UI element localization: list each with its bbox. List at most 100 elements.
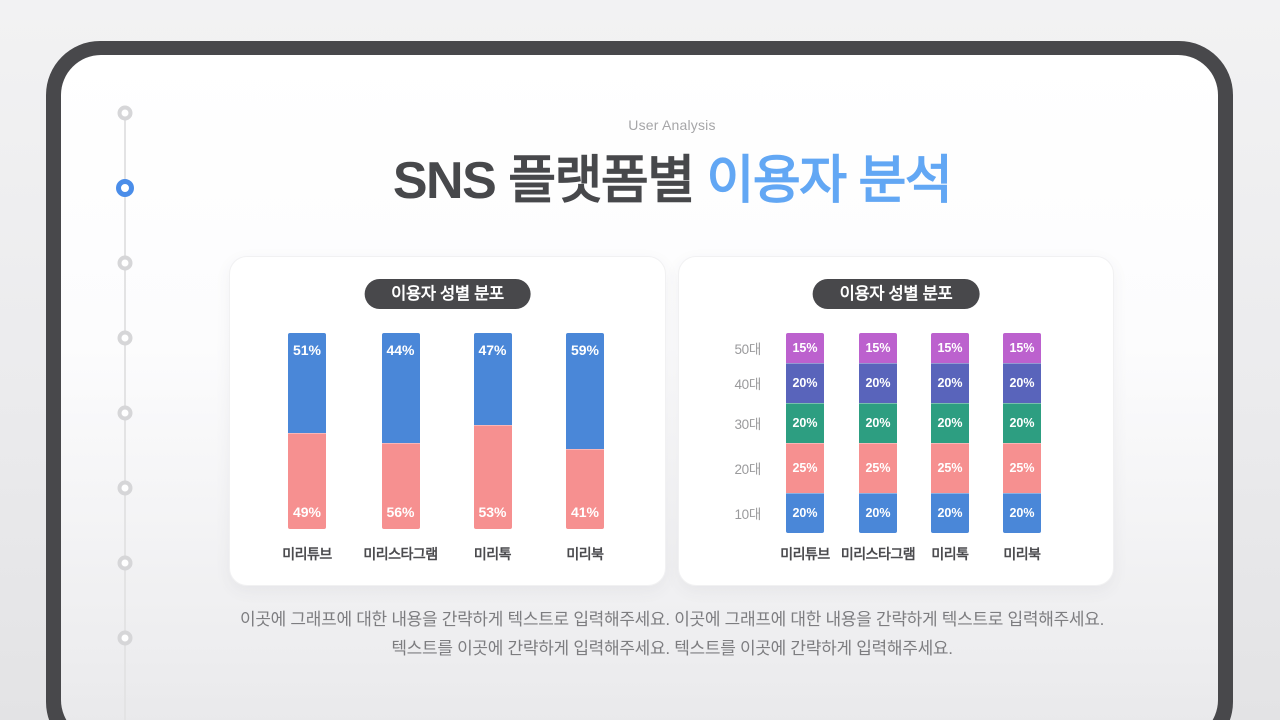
timeline-dot-3[interactable]: [117, 255, 133, 271]
timeline-dot-5[interactable]: [117, 405, 133, 421]
segment-value-label: 20%: [865, 416, 891, 430]
age-bar-4: 15% 20% 20% 25% 20%: [1003, 333, 1041, 533]
gender-chart-title-pill: 이용자 성별 분포: [364, 279, 531, 309]
description-line-1: 이곳에 그래프에 대한 내용을 간략하게 텍스트로 입력해주세요. 이곳에 그래…: [239, 610, 1105, 629]
segment-value-label: 15%: [1009, 341, 1035, 355]
bar-segment-30대: 20%: [786, 403, 824, 443]
category-label: 미리북: [1003, 546, 1041, 562]
bar-segment-40대: 20%: [859, 363, 897, 403]
title-accent-part: 이용자 분석: [706, 152, 953, 210]
timeline-dot-2[interactable]: [116, 179, 134, 197]
segment-value-label: 41%: [570, 504, 600, 520]
segment-value-label: 20%: [792, 376, 818, 390]
category-label: 미리스타그램: [363, 546, 438, 562]
segment-value-label: 25%: [937, 461, 963, 475]
bar-segment-50대: 15%: [786, 333, 824, 363]
title-dark-part: SNS 플랫폼별: [392, 152, 707, 210]
segment-value-label: 20%: [865, 376, 891, 390]
bar-segment-pink: 53%: [473, 425, 512, 529]
segment-value-label: 15%: [792, 341, 818, 355]
bar-segment-40대: 20%: [1003, 363, 1041, 403]
bar-segment-40대: 20%: [786, 363, 824, 403]
bar-segment-pink: 49%: [288, 432, 326, 529]
age-bar-1: 15% 20% 20% 25% 20%: [786, 333, 824, 533]
bar-segment-30대: 20%: [859, 403, 897, 443]
segment-value-label: 15%: [937, 341, 963, 355]
segment-value-label: 15%: [865, 341, 891, 355]
bar-segment-10대: 20%: [931, 493, 969, 533]
bar-segment-20대: 25%: [786, 443, 824, 493]
category-label: 미리스타그램: [840, 546, 916, 562]
segment-value-label: 59%: [570, 342, 600, 358]
timeline-dot-4[interactable]: [117, 330, 133, 346]
age-chart-title-pill: 이용자 성별 분포: [812, 279, 980, 309]
category-label: 미리튜브: [282, 546, 332, 562]
timeline-dot-8[interactable]: [117, 630, 133, 646]
age-chart-card: 이용자 성별 분포 15% 20% 20% 25% 20% 미리튜브 15% 20% 20% 25…: [678, 256, 1114, 586]
segment-value-label: 20%: [1009, 376, 1035, 390]
bar-segment-pink: 41%: [566, 448, 604, 529]
age-row-label: 40대: [734, 377, 761, 392]
age-bar-3: 15% 20% 20% 25% 20%: [931, 333, 969, 533]
bar-segment-20대: 25%: [1003, 443, 1041, 493]
gender-bar-3: 47% 53%: [473, 333, 512, 529]
segment-value-label: 20%: [865, 506, 891, 520]
timeline-dot-1[interactable]: [117, 105, 133, 121]
segment-value-label: 51%: [292, 342, 322, 358]
segment-value-label: 56%: [386, 504, 415, 520]
timeline-dot-7[interactable]: [117, 555, 133, 571]
segment-value-label: 47%: [478, 342, 507, 358]
bar-segment-20대: 25%: [859, 443, 897, 493]
segment-value-label: 25%: [865, 461, 891, 475]
bar-segment-pink: 56%: [381, 442, 420, 529]
gender-chart-card: 이용자 성별 분포 51% 49% 미리튜브 44% 56% 미리스타그램 47% 53% 미리…: [229, 256, 666, 586]
segment-value-label: 53%: [478, 504, 507, 520]
gender-stacked-bar-chart: 51% 49% 미리튜브 44% 56% 미리스타그램 47% 53% 미리톡 59% 41% 미리북: [230, 257, 665, 585]
bar-segment-50대: 15%: [859, 333, 897, 363]
gender-bar-2: 44% 56%: [381, 333, 420, 529]
age-row-label: 50대: [734, 342, 761, 357]
age-row-label: 10대: [734, 507, 761, 522]
segment-value-label: 20%: [1009, 416, 1035, 430]
age-row-label: 30대: [734, 417, 761, 432]
bar-segment-40대: 20%: [931, 363, 969, 403]
age-row-label: 20대: [734, 462, 761, 477]
bar-segment-10대: 20%: [859, 493, 897, 533]
bar-segment-20대: 25%: [931, 443, 969, 493]
bar-segment-10대: 20%: [1003, 493, 1041, 533]
bar-segment-50대: 15%: [1003, 333, 1041, 363]
category-label: 미리북: [566, 546, 604, 562]
gender-bar-4: 59% 41%: [566, 333, 604, 529]
bar-segment-10대: 20%: [786, 493, 824, 533]
eyebrow-label: User Analysis: [628, 117, 716, 133]
segment-value-label: 20%: [937, 416, 963, 430]
bar-segment-30대: 20%: [1003, 403, 1041, 443]
bar-segment-50대: 15%: [931, 333, 969, 363]
segment-value-label: 25%: [792, 461, 818, 475]
category-label: 미리톡: [931, 546, 969, 562]
category-label: 미리톡: [473, 546, 512, 562]
segment-value-label: 49%: [292, 504, 322, 520]
age-bar-2: 15% 20% 20% 25% 20%: [859, 333, 897, 533]
category-label: 미리튜브: [780, 546, 830, 562]
age-stacked-bar-chart: 15% 20% 20% 25% 20% 미리튜브 15% 20% 20% 25% 20% 미리스타그램…: [679, 257, 1113, 585]
description-line-2: 텍스트를 이곳에 간략하게 입력해주세요. 텍스트를 이곳에 간략하게 입력해주…: [391, 638, 953, 658]
bar-segment-blue: 51%: [288, 333, 326, 433]
segment-value-label: 20%: [937, 376, 963, 390]
page-title: SNS 플랫폼별 이용자 분석: [132, 150, 1212, 212]
segment-value-label: 20%: [937, 506, 963, 520]
segment-value-label: 20%: [1009, 506, 1035, 520]
segment-value-label: 44%: [386, 342, 415, 358]
bar-segment-blue: 47%: [473, 333, 512, 426]
description-text: 이곳에 그래프에 대한 내용을 간략하게 텍스트로 입력해주세요. 이곳에 그래…: [100, 606, 1244, 663]
bar-segment-blue: 59%: [566, 333, 604, 449]
segment-value-label: 25%: [1009, 461, 1035, 475]
segment-value-label: 20%: [792, 416, 818, 430]
timeline-dot-6[interactable]: [117, 480, 133, 496]
bar-segment-blue: 44%: [381, 333, 420, 443]
bar-segment-30대: 20%: [931, 403, 969, 443]
gender-bar-1: 51% 49%: [288, 333, 326, 529]
segment-value-label: 20%: [792, 506, 818, 520]
